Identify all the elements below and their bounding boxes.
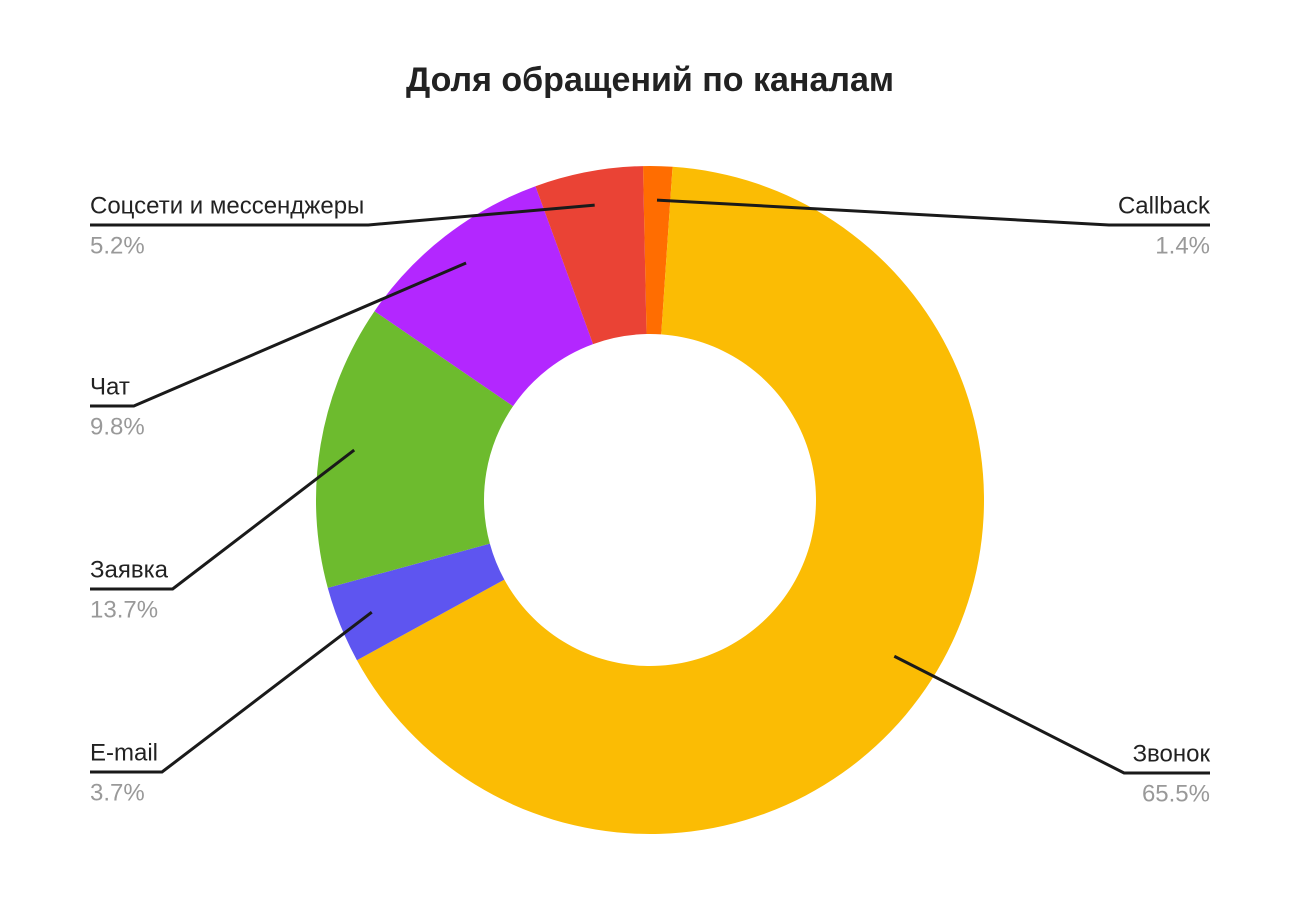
value-label: 65.5%	[1142, 780, 1210, 807]
leader-line	[90, 448, 356, 591]
category-label: Заявка	[90, 556, 169, 583]
donut-slice	[535, 166, 647, 345]
category-label: Чат	[90, 373, 130, 400]
donut-slice	[356, 166, 985, 834]
value-label: 13.7%	[90, 596, 158, 623]
value-label: 5.2%	[90, 232, 145, 259]
chart-title: Доля обращений по каналам	[406, 61, 894, 99]
category-label: Callback	[1118, 192, 1211, 219]
category-label: E-mail	[90, 739, 158, 766]
value-label: 9.8%	[90, 413, 145, 440]
leader-line	[90, 610, 373, 774]
leader-line	[893, 654, 1210, 775]
donut-slice	[327, 543, 505, 661]
donut-slice	[374, 186, 594, 407]
value-label: 3.7%	[90, 779, 145, 806]
donut-slice	[316, 311, 514, 588]
category-label: Соцсети и мессенджеры	[90, 192, 364, 219]
category-label: Звонок	[1133, 740, 1211, 767]
donut-slice	[643, 166, 673, 335]
leader-line	[90, 203, 595, 227]
leader-line	[656, 198, 1210, 227]
value-label: 1.4%	[1155, 232, 1210, 259]
leader-line	[90, 261, 467, 408]
